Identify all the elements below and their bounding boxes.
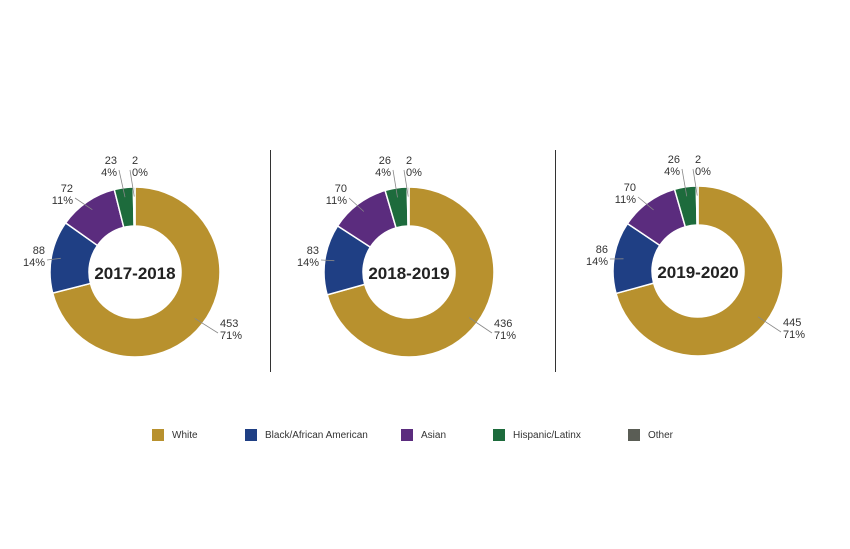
data-label-value-white: 453 xyxy=(220,318,238,330)
legend-swatch-asian xyxy=(401,429,413,441)
legend-item-black-african-american: Black/African American xyxy=(245,428,368,442)
data-label-percent-hispanic-latinx: 4% xyxy=(101,167,117,179)
donut-center-label: 2018-2019 xyxy=(368,264,449,283)
leader-line-asian xyxy=(637,196,654,211)
legend-swatch-other xyxy=(628,429,640,441)
data-label-percent-hispanic-latinx: 4% xyxy=(664,166,680,178)
legend-item-hispanic-latinx: Hispanic/Latinx xyxy=(493,428,581,442)
leader-line-black-african-american xyxy=(46,257,61,261)
leader-line-hispanic-latinx xyxy=(681,168,688,197)
data-label-percent-asian: 11% xyxy=(615,194,636,206)
legend-swatch-white xyxy=(152,429,164,441)
legend-label-white: White xyxy=(172,429,198,441)
legend-item-other: Other xyxy=(628,428,673,442)
data-label-value-other: 2 xyxy=(695,154,701,166)
legend-label-other: Other xyxy=(648,429,674,441)
data-label-value-black-african-american: 83 xyxy=(307,245,319,257)
legend-item-asian: Asian xyxy=(401,428,446,442)
legend-item-white: White xyxy=(152,428,198,442)
data-label-value-hispanic-latinx: 26 xyxy=(668,154,680,166)
data-label-value-white: 436 xyxy=(494,318,512,330)
data-label-value-black-african-american: 86 xyxy=(596,244,608,256)
leader-line-other xyxy=(692,168,698,196)
legend-label-black-african-american: Black/African American xyxy=(265,429,368,441)
donut-charts: 45371%8814%7211%234%20%2017-201843671%83… xyxy=(23,154,805,358)
data-label-percent-black-african-american: 14% xyxy=(586,256,608,268)
divider-left xyxy=(270,150,271,372)
data-label-value-asian: 72 xyxy=(61,183,73,195)
data-label-percent-asian: 11% xyxy=(52,195,73,207)
leader-line-asian xyxy=(74,197,93,211)
data-label-percent-white: 71% xyxy=(783,329,805,341)
donut-slice-other xyxy=(132,186,136,227)
leader-line-white xyxy=(194,317,219,334)
legend-swatch-hispanic-latinx xyxy=(493,429,505,441)
data-label-percent-other: 0% xyxy=(132,167,148,179)
legend: White Black/African American Asian Hispa… xyxy=(0,428,850,444)
donut-slice-white xyxy=(51,186,221,358)
data-label-value-hispanic-latinx: 26 xyxy=(379,155,391,167)
data-label-percent-black-african-american: 14% xyxy=(297,257,319,269)
data-label-value-asian: 70 xyxy=(624,182,636,194)
donut-slice-other xyxy=(695,185,699,226)
leader-line-black-african-american xyxy=(320,259,335,262)
data-label-percent-white: 71% xyxy=(494,330,516,342)
data-label-value-hispanic-latinx: 23 xyxy=(105,155,117,167)
data-label-percent-hispanic-latinx: 4% xyxy=(375,167,391,179)
data-label-value-other: 2 xyxy=(132,155,138,167)
data-label-value-black-african-american: 88 xyxy=(33,245,45,257)
legend-label-asian: Asian xyxy=(421,429,447,441)
data-label-value-other: 2 xyxy=(406,155,412,167)
legend-swatch-black-african-american xyxy=(245,429,257,441)
donut-center-label: 2019-2020 xyxy=(657,263,738,282)
donut-slice-white xyxy=(615,185,784,357)
legend-label-hispanic-latinx: Hispanic/Latinx xyxy=(513,429,581,441)
data-label-value-asian: 70 xyxy=(335,183,347,195)
donut-slice-other xyxy=(406,186,410,227)
donut-center-label: 2017-2018 xyxy=(94,264,175,283)
leader-line-other xyxy=(403,169,409,197)
leader-line-hispanic-latinx xyxy=(392,169,398,198)
leader-line-other xyxy=(129,169,135,197)
data-label-percent-white: 71% xyxy=(220,330,242,342)
leader-line-white xyxy=(468,317,493,334)
divider-right xyxy=(555,150,556,372)
data-label-value-white: 445 xyxy=(783,317,801,329)
leader-line-white xyxy=(757,316,782,333)
data-label-percent-other: 0% xyxy=(695,166,711,178)
leader-line-hispanic-latinx xyxy=(118,169,126,198)
leader-line-asian xyxy=(348,197,365,212)
data-label-percent-black-african-american: 14% xyxy=(23,257,45,269)
data-label-percent-other: 0% xyxy=(406,167,422,179)
donut-slice-white xyxy=(326,186,495,358)
data-label-percent-asian: 11% xyxy=(326,195,347,207)
